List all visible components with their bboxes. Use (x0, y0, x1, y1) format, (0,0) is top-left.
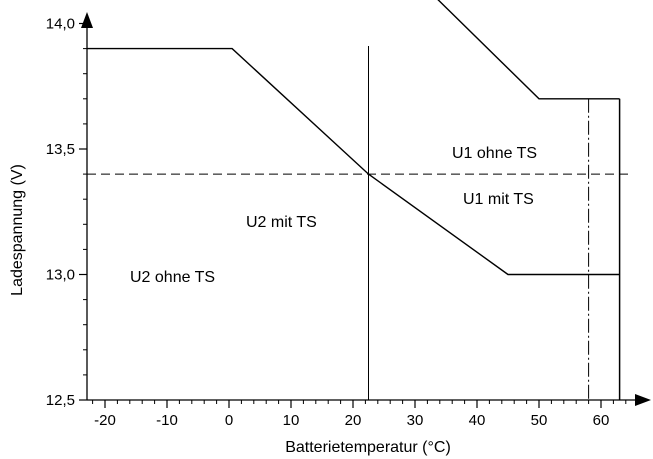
series-labels: U1 mit TS U2 mit TS U1 ohne TS U2 ohne TS (130, 145, 537, 286)
y-axis-arrow-icon (81, 12, 93, 28)
series-label: U1 mit TS (463, 191, 534, 208)
series-label: U2 ohne TS (130, 269, 215, 286)
reference-lines (368, 46, 621, 400)
x-tick-label: -20 (94, 412, 116, 429)
x-tick-label: 0 (225, 412, 233, 429)
x-axis-title: Batterietemperatur (°C) (285, 439, 451, 456)
x-tick-label: 20 (345, 412, 362, 429)
x-axis-arrow-icon (635, 394, 651, 406)
series-label: U2 mit TS (246, 214, 317, 231)
y-tick-label: 13,5 (46, 141, 75, 158)
x-tick-label: 10 (283, 412, 300, 429)
minor-ticks (83, 48, 627, 404)
x-tick-label: 40 (469, 412, 486, 429)
y-tick-label: 13,0 (46, 267, 75, 284)
x-tick-label: 30 (407, 412, 424, 429)
series-line (87, 47, 620, 276)
y-axis-title: Ladespannung (V) (9, 164, 26, 296)
series-label: U1 ohne TS (452, 145, 537, 162)
axes (81, 12, 651, 406)
series-line (437, 0, 620, 100)
x-axis-ticks: -20 -10 0 10 20 30 40 50 60 (94, 400, 609, 429)
y-tick-label: 14,0 (46, 16, 75, 33)
y-tick-label: 12,5 (46, 392, 75, 409)
series-lines (87, 0, 632, 276)
y-axis-ticks: 12,513,013,514,014,515,0 (46, 16, 87, 409)
x-tick-label: -10 (156, 412, 178, 429)
x-tick-label: 50 (531, 412, 548, 429)
x-tick-label: 60 (593, 412, 610, 429)
